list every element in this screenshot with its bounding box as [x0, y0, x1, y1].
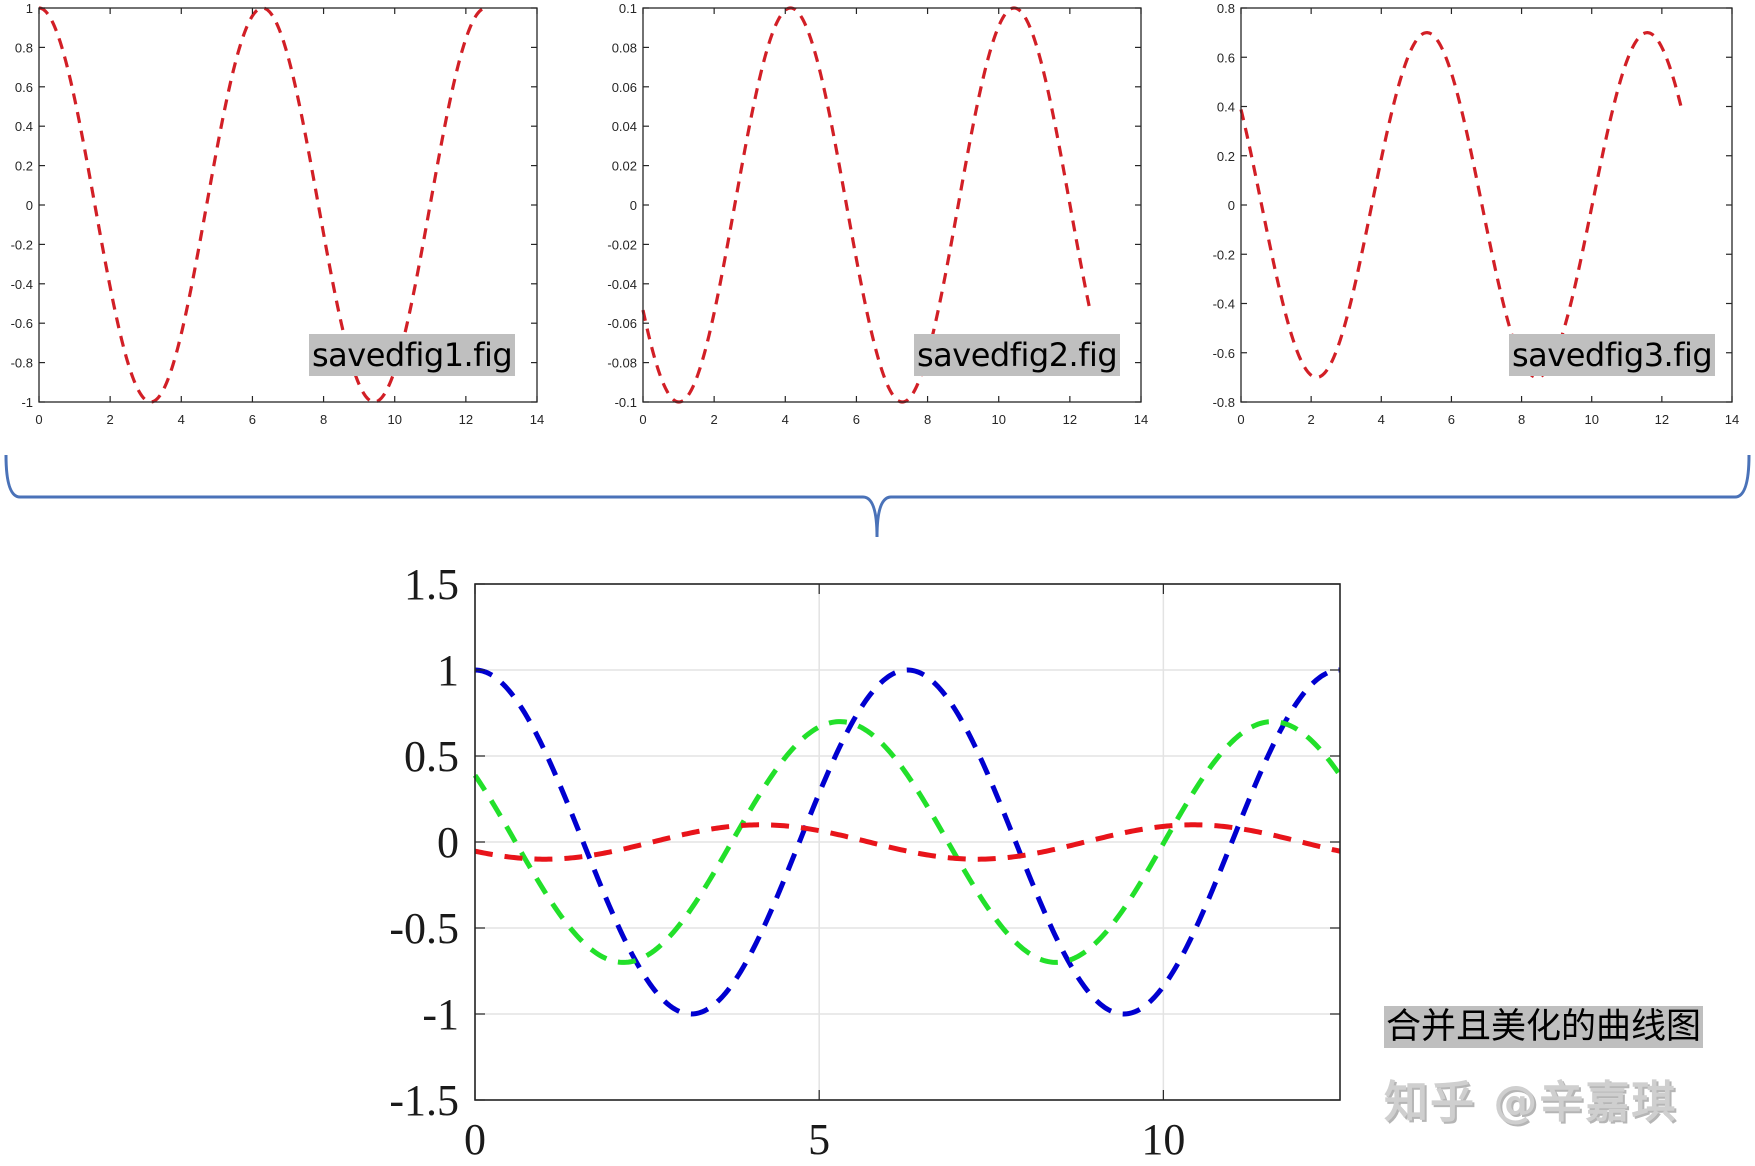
y-tick-label: 0.4	[1217, 100, 1235, 115]
y-tick-label: 1	[437, 646, 459, 695]
series-line	[474, 822, 1341, 862]
x-tick-label: 0	[639, 412, 646, 427]
x-tick-label: 2	[1308, 412, 1315, 427]
y-tick-label: 1	[26, 1, 33, 16]
y-tick-label: -1.5	[389, 1076, 459, 1125]
x-tick-label: 14	[1725, 412, 1739, 427]
y-tick-label: -0.6	[11, 316, 33, 331]
y-tick-label: -0.4	[1213, 297, 1235, 312]
x-tick-label: 0	[464, 1115, 486, 1164]
brace-path	[4, 454, 1751, 538]
y-tick-label: -0.8	[11, 356, 33, 371]
x-tick-label: 4	[178, 412, 185, 427]
y-tick-label: 0.2	[1217, 149, 1235, 164]
x-tick-label: 6	[1448, 412, 1455, 427]
x-tick-label: 4	[782, 412, 789, 427]
x-tick-label: 12	[1655, 412, 1669, 427]
y-tick-label: 1.5	[404, 560, 459, 609]
x-tick-label: 12	[459, 412, 473, 427]
plot-savedfig1: 0 2 4 6 8 10 12 14 -1 -0.8 -0.6 -0.4 -0.2 0 0.2 0.4 0.6 0…	[11, 1, 545, 427]
x-tick-label: 12	[1063, 412, 1077, 427]
y-tick-label: -0.2	[1213, 247, 1235, 262]
y-tick-label: -0.08	[607, 356, 637, 371]
y-tick-label: -0.1	[615, 395, 637, 410]
series-line	[473, 719, 1342, 965]
label-savedfig3: savedfig3.fig	[1509, 334, 1716, 376]
y-tick-label: -0.06	[607, 316, 637, 331]
y-tick-label: -0.2	[11, 237, 33, 252]
x-tick-label: 10	[387, 412, 401, 427]
x-tick-label: 2	[107, 412, 114, 427]
y-tick-label: 0.06	[612, 80, 637, 95]
x-tick-label: 10	[991, 412, 1005, 427]
series-line	[38, 6, 487, 404]
y-tick-label: 0.08	[612, 40, 637, 55]
y-tick-label: 0.8	[15, 40, 33, 55]
y-tick-label: 0.02	[612, 159, 637, 174]
x-tick-label: 6	[249, 412, 256, 427]
y-tick-label: 0	[1228, 198, 1235, 213]
series-line	[1239, 31, 1684, 379]
y-tick-label: 0.8	[1217, 1, 1235, 16]
y-tick-label: 0	[26, 198, 33, 213]
label-savedfig2: savedfig2.fig	[914, 334, 1121, 376]
x-tick-label: 14	[530, 412, 544, 427]
y-tick-label: -0.6	[1213, 346, 1235, 361]
y-tick-label: 0	[437, 818, 459, 867]
label-savedfig1: savedfig1.fig	[309, 334, 516, 376]
series-line	[474, 667, 1341, 1017]
y-tick-label: 0.6	[1217, 50, 1235, 65]
watermark-text: 知乎 @辛嘉琪	[1384, 1077, 1678, 1128]
y-tick-label: 0.1	[619, 1, 637, 16]
y-tick-label: -0.02	[607, 237, 637, 252]
x-tick-label: 10	[1141, 1115, 1185, 1164]
y-tick-label: 0.4	[15, 119, 33, 134]
plot-savedfig3: 0 2 4 6 8 10 12 14 -0.8 -0.6 -0.4 -0.2 0 0.2 0.4 0.6 0.8	[1213, 1, 1740, 427]
y-tick-label: 0.6	[15, 80, 33, 95]
x-tick-label: 2	[711, 412, 718, 427]
y-tick-label: -0.8	[1213, 395, 1235, 410]
y-tick-label: -1	[21, 395, 33, 410]
x-tick-label: 8	[924, 412, 931, 427]
x-tick-label: 8	[320, 412, 327, 427]
curly-brace-connector	[4, 454, 1751, 538]
y-tick-label: -0.04	[607, 277, 637, 292]
plot-merged-curves: 0 5 10 -1.5 -1 -0.5 0 0.5 1 1.5	[389, 560, 1342, 1164]
x-tick-label: 4	[1378, 412, 1385, 427]
x-tick-label: 6	[853, 412, 860, 427]
y-tick-label: -1	[422, 990, 459, 1039]
x-tick-label: 0	[1237, 412, 1244, 427]
y-tick-label: 0.5	[404, 732, 459, 781]
y-tick-label: 0.2	[15, 159, 33, 174]
y-tick-label: 0.04	[612, 119, 637, 134]
y-tick-label: -0.4	[11, 277, 33, 292]
label-merged-chart: 合并且美化的曲线图	[1384, 1006, 1704, 1048]
x-tick-label: 8	[1518, 412, 1525, 427]
plot-savedfig2: 0 2 4 6 8 10 12 14 -0.1 -0.08 -0.06 -0.04 -0.02 0 0.02…	[607, 1, 1148, 427]
x-tick-label: 0	[35, 412, 42, 427]
y-tick-label: -0.5	[389, 904, 459, 953]
x-tick-label: 5	[808, 1115, 830, 1164]
x-tick-label: 10	[1584, 412, 1598, 427]
x-tick-label: 14	[1134, 412, 1148, 427]
y-tick-label: 0	[630, 198, 637, 213]
